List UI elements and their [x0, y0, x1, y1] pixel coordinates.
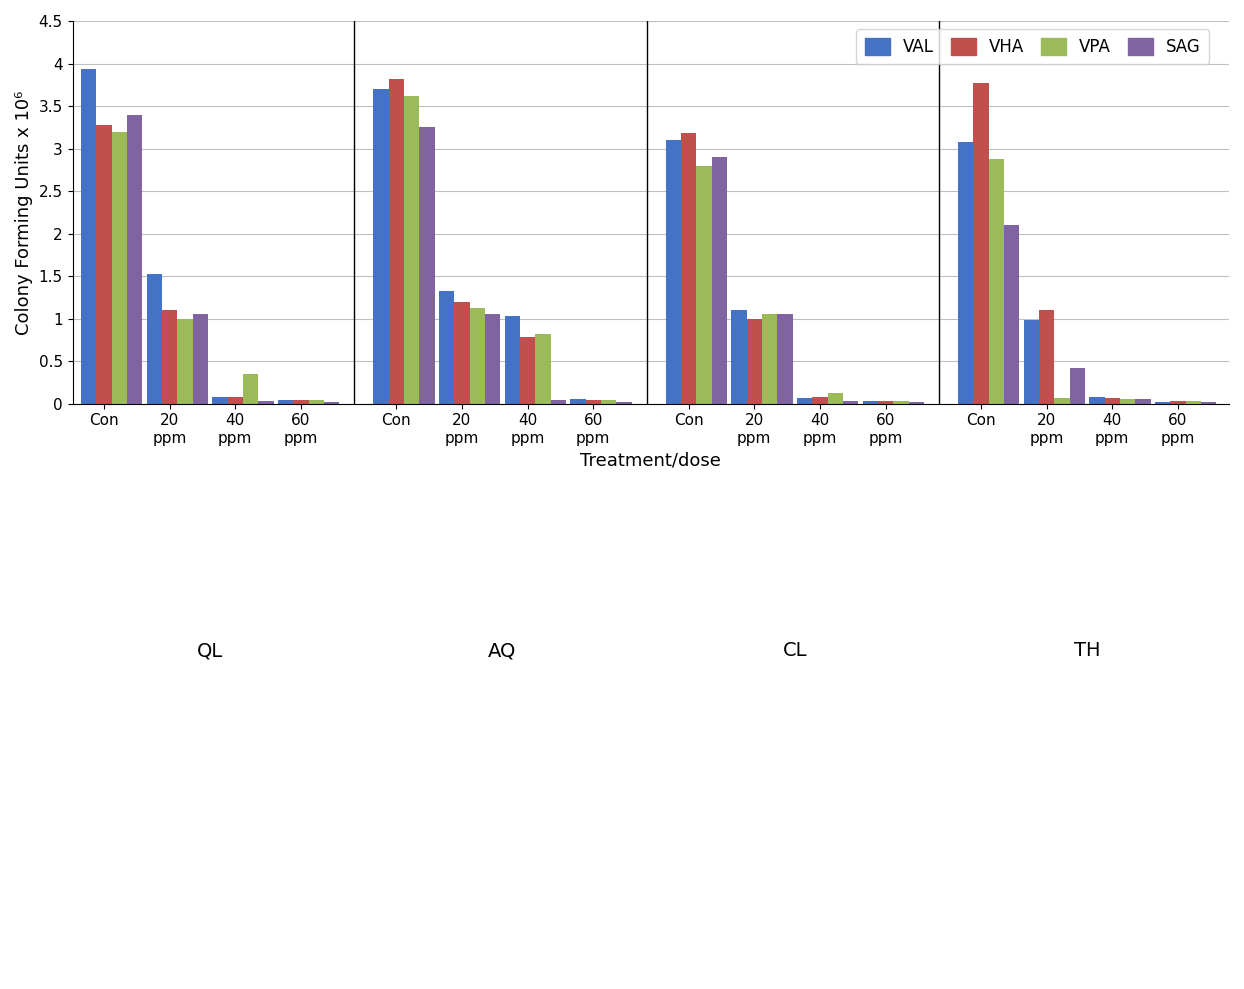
- Bar: [601, 401, 616, 404]
- Text: QL: QL: [197, 641, 223, 660]
- Bar: [712, 157, 726, 404]
- Bar: [1070, 368, 1085, 404]
- Text: AQ: AQ: [489, 641, 516, 660]
- Bar: [586, 401, 601, 404]
- Bar: [259, 402, 274, 404]
- Bar: [112, 132, 127, 404]
- Bar: [1004, 225, 1019, 404]
- Bar: [680, 134, 697, 404]
- Bar: [294, 401, 309, 404]
- Bar: [1055, 398, 1070, 404]
- Bar: [485, 314, 500, 404]
- Bar: [1186, 402, 1200, 404]
- Text: TH: TH: [1074, 641, 1101, 660]
- Bar: [178, 318, 193, 404]
- Bar: [778, 315, 792, 404]
- Bar: [551, 401, 566, 404]
- Bar: [96, 125, 112, 404]
- Bar: [878, 402, 893, 404]
- Bar: [1090, 397, 1105, 404]
- Bar: [323, 403, 340, 404]
- Bar: [419, 128, 434, 404]
- Bar: [763, 315, 778, 404]
- Bar: [439, 292, 454, 404]
- Bar: [505, 316, 520, 404]
- Bar: [862, 402, 878, 404]
- Text: CL: CL: [782, 641, 807, 660]
- Bar: [243, 374, 259, 404]
- Bar: [147, 275, 162, 404]
- Bar: [812, 397, 827, 404]
- Bar: [309, 401, 323, 404]
- Bar: [570, 400, 586, 404]
- Bar: [746, 318, 763, 404]
- Bar: [162, 311, 178, 404]
- Bar: [373, 89, 388, 404]
- Bar: [697, 165, 712, 404]
- Legend: VAL, VHA, VPA, SAG: VAL, VHA, VPA, SAG: [856, 30, 1209, 64]
- Bar: [193, 315, 208, 404]
- Bar: [127, 115, 142, 404]
- X-axis label: Treatment/dose: Treatment/dose: [581, 451, 722, 470]
- Bar: [893, 402, 908, 404]
- Bar: [470, 308, 485, 404]
- Bar: [277, 401, 294, 404]
- Bar: [1024, 320, 1039, 404]
- Bar: [535, 334, 551, 404]
- Bar: [1154, 403, 1171, 404]
- Bar: [404, 96, 419, 404]
- Bar: [1171, 402, 1186, 404]
- Bar: [213, 397, 228, 404]
- Bar: [1039, 311, 1055, 404]
- Bar: [616, 403, 632, 404]
- Bar: [454, 302, 470, 404]
- Bar: [989, 159, 1004, 404]
- Bar: [973, 83, 989, 404]
- Bar: [1105, 398, 1120, 404]
- Bar: [1200, 403, 1217, 404]
- Bar: [81, 69, 96, 404]
- Bar: [958, 141, 973, 404]
- Bar: [797, 398, 812, 404]
- Bar: [1136, 400, 1151, 404]
- Bar: [1120, 399, 1136, 404]
- Bar: [827, 393, 843, 404]
- Y-axis label: Colony Forming Units x 10⁶: Colony Forming Units x 10⁶: [15, 90, 34, 334]
- Bar: [388, 79, 404, 404]
- Bar: [228, 397, 243, 404]
- Bar: [731, 311, 746, 404]
- Bar: [908, 403, 924, 404]
- Bar: [843, 402, 858, 404]
- Bar: [666, 140, 680, 404]
- Bar: [520, 337, 535, 404]
